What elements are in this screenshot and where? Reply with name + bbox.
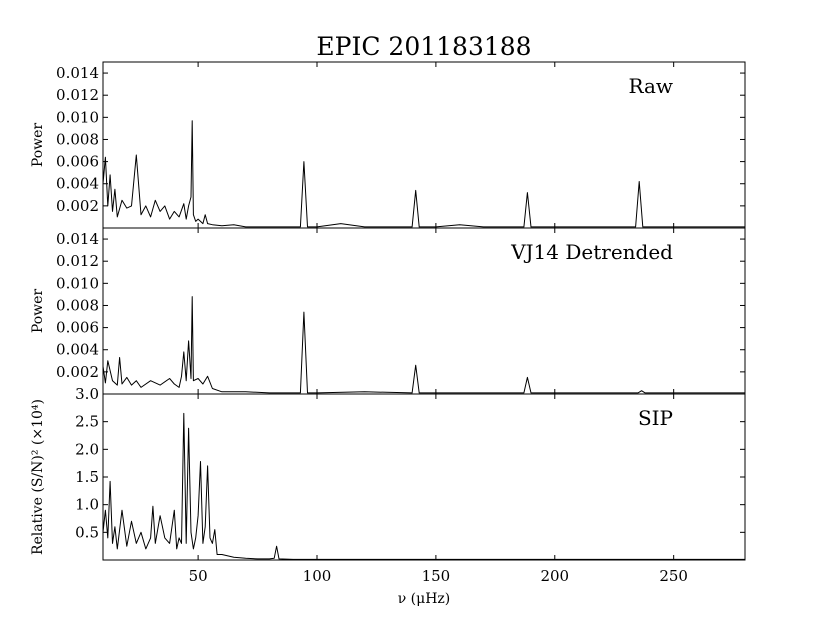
y-tick-label: 0.008	[56, 130, 99, 148]
y-tick-label: 1.5	[75, 468, 99, 486]
y-tick-label: 3.0	[75, 385, 99, 403]
y-tick-label: 0.002	[56, 197, 99, 215]
y-tick-label: 0.006	[56, 153, 99, 171]
y-tick-label: 0.004	[56, 175, 99, 193]
x-tick-label: 150	[422, 567, 451, 585]
y-tick-label: 0.010	[56, 108, 99, 126]
series-line	[102, 120, 745, 228]
x-tick-label: 250	[659, 567, 688, 585]
x-tick-label: 100	[303, 567, 332, 585]
y-tick-label: 0.004	[56, 341, 99, 359]
x-axis-ticks: 50 100 150 200 250	[189, 567, 688, 585]
y-tick-label: 0.010	[56, 274, 99, 292]
y-tick-label: 2.5	[75, 413, 99, 431]
y-axis-label: Power	[30, 123, 46, 168]
y-tick-label: 1.0	[75, 496, 99, 514]
y-tick-label: 0.5	[75, 523, 99, 541]
y-axis-label: Power	[30, 289, 46, 334]
panel-1: 0.014 0.012 0.010 0.008 0.006 0.004 0.002 Raw Po…	[30, 61, 746, 229]
y-tick-label: 0.002	[56, 363, 99, 381]
x-axis-label: ν (μHz)	[398, 591, 451, 607]
y-tick-label: 0.014	[56, 230, 99, 248]
panel-2: 0.014 0.012 0.010 0.008 0.006 0.004 0.002 VJ14 …	[30, 227, 746, 395]
panel-3: 3.0 2.5 2.0 1.5 1.0 0.5 SIP Relative (S/N)² (×1…	[30, 385, 746, 561]
panel-label: SIP	[638, 406, 673, 430]
y-tick-label: 0.012	[56, 252, 99, 270]
panels: 0.014 0.012 0.010 0.008 0.006 0.004 0.002 Raw Po…	[30, 61, 746, 561]
chart-title: EPIC 201183188	[316, 32, 531, 61]
y-tick-label: 0.012	[56, 86, 99, 104]
y-tick-label: 0.008	[56, 296, 99, 314]
y-tick-label: 0.006	[56, 319, 99, 337]
x-tick-label: 200	[540, 567, 569, 585]
series-line	[102, 412, 745, 560]
x-tick-label: 50	[189, 567, 208, 585]
series-line	[102, 296, 745, 394]
y-tick-label: 0.014	[56, 64, 99, 82]
y-tick-label: 2.0	[75, 440, 99, 458]
y-axis-label: Relative (S/N)² (×10⁴)	[30, 399, 46, 555]
panel-label: VJ14 Detrended	[510, 240, 673, 264]
panel-label: Raw	[628, 74, 673, 98]
